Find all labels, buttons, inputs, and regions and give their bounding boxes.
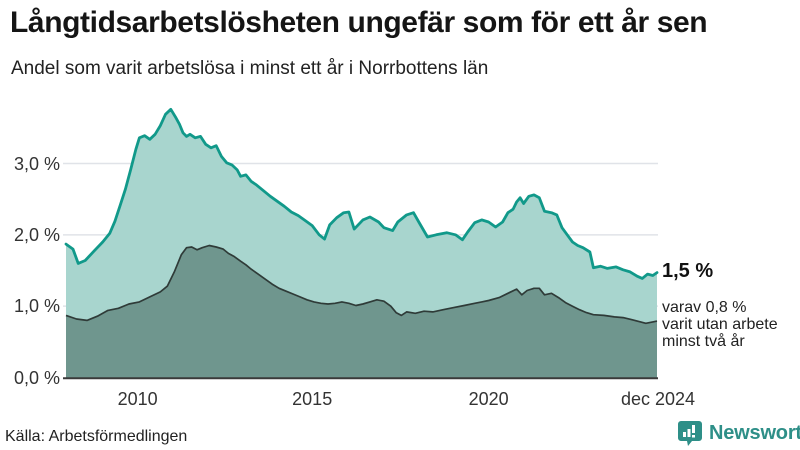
- y-tick-label: 2,0 %: [13, 224, 60, 245]
- x-tick-label: 2015: [292, 389, 333, 409]
- newsworthy-logo-text: Newsworthy: [709, 422, 800, 444]
- newsworthy-brand: Newsworthy: [677, 420, 800, 447]
- x-tick-label: dec 2024: [620, 389, 696, 409]
- x-tick-label: 2010: [117, 389, 158, 409]
- end-note-line: varav 0,8 %: [662, 299, 747, 316]
- y-tick-label: 0,0 %: [13, 367, 60, 388]
- newsworthy-logo-icon: [678, 421, 702, 446]
- series-end-note: varav 0,8 % varit utan arbete minst två …: [662, 299, 778, 350]
- end-note-line: minst två år: [662, 333, 745, 350]
- line-two-years: [65, 244, 658, 325]
- line-total-one-year: [64, 107, 659, 280]
- y-tick-label: 3,0 %: [13, 153, 60, 174]
- page-title: Långtidsarbetslösheten ungefär som för e…: [10, 6, 708, 39]
- y-tick-label: 1,0 %: [13, 296, 60, 317]
- chart-subtitle: Andel som varit arbetslösa i minst ett å…: [11, 58, 489, 79]
- x-tick-label: 2020: [468, 389, 509, 409]
- area-two-years: [66, 245, 657, 378]
- source-caption: Källa: Arbetsförmedlingen: [5, 428, 188, 445]
- end-note-line: varit utan arbete: [662, 316, 778, 333]
- series-end-value-label: 1,5 %: [662, 260, 714, 282]
